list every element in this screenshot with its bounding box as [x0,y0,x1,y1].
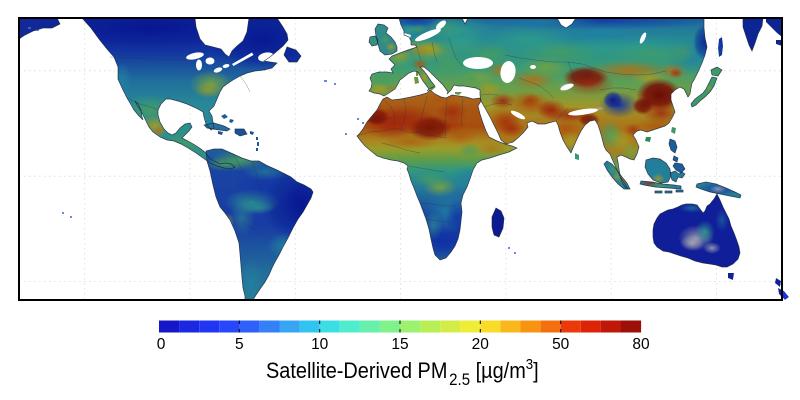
svg-text:80: 80 [632,336,650,353]
svg-text:15: 15 [391,336,408,353]
svg-text:5: 5 [235,336,244,353]
svg-text:50: 50 [552,336,570,353]
svg-text:20: 20 [472,336,490,353]
svg-text:0: 0 [157,336,166,353]
svg-text:10: 10 [311,336,329,353]
